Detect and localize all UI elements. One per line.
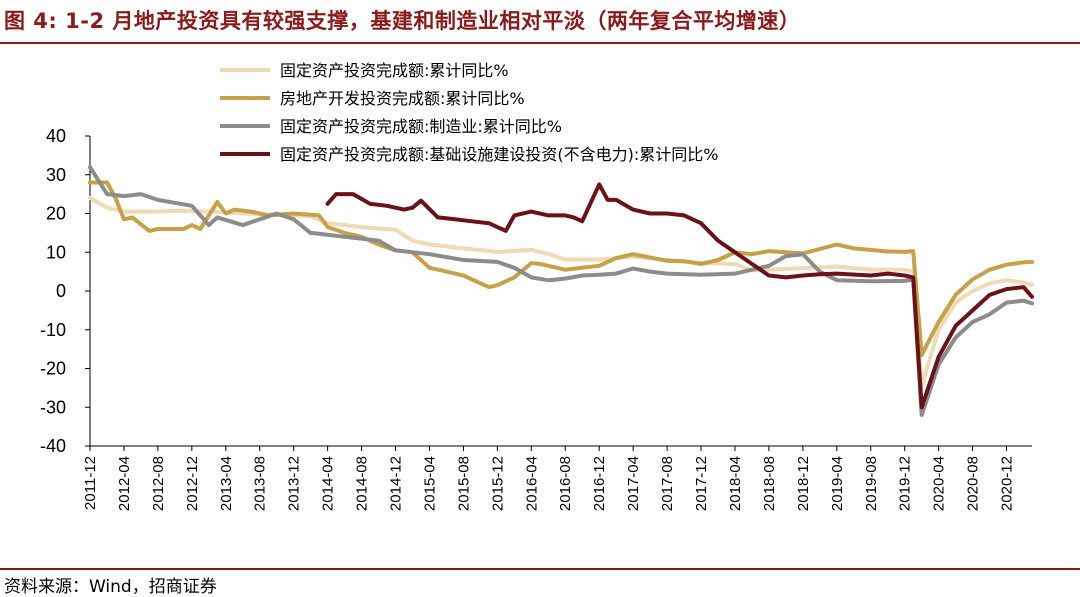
x-tick-label: 2015-04 xyxy=(421,456,438,511)
series-line-3 xyxy=(88,165,1034,417)
x-tick-label: 2018-04 xyxy=(727,456,744,511)
x-tick-label: 2017-08 xyxy=(659,456,676,511)
figure-title: 图 4: 1-2 月地产投资具有较强支撑，基建和制造业相对平淡（两年复合平均增速… xyxy=(4,9,801,33)
x-tick-label: 2020-04 xyxy=(931,456,948,511)
legend-label-3: 固定资产投资完成额:制造业:累计同比% xyxy=(280,117,562,136)
y-tick-label: 30 xyxy=(46,165,66,185)
x-tick-label: 2020-08 xyxy=(965,456,982,511)
x-tick-label: 2016-08 xyxy=(557,456,574,511)
x-tick-label: 2013-04 xyxy=(218,456,235,511)
x-tick-label: 2019-12 xyxy=(897,456,914,511)
series-line-2 xyxy=(88,180,1034,357)
x-tick-label: 2013-12 xyxy=(286,456,303,511)
x-tick-label: 2012-12 xyxy=(184,456,201,511)
line-chart: -40 -30 -20 -10 0 10 20 30 40 2011-12 2012-04 2012-… xyxy=(40,61,1034,511)
x-tick-label: 2016-04 xyxy=(523,456,540,511)
legend-label-4: 固定资产投资完成额:基础设施建设投资(不含电力):累计同比% xyxy=(280,145,718,164)
series-layer xyxy=(88,165,1034,417)
series-line-1 xyxy=(88,196,1034,388)
x-tick-label: 2016-12 xyxy=(591,456,608,511)
x-tick-label: 2018-08 xyxy=(761,456,778,511)
x-tick-label: 2015-08 xyxy=(455,456,472,511)
chart-legend: 固定资产投资完成额:累计同比% 房地产开发投资完成额:累计同比% 固定资产投资完成额… xyxy=(220,61,718,164)
x-tick-label: 2014-12 xyxy=(388,456,405,511)
x-tick-label: 2017-04 xyxy=(625,456,642,511)
x-tick-label: 2018-12 xyxy=(795,456,812,511)
x-tick-label: 2014-04 xyxy=(320,456,337,511)
bottom-divider xyxy=(0,568,1080,570)
x-tick-label: 2017-12 xyxy=(693,456,710,511)
x-tick-label: 2011-12 xyxy=(82,456,99,510)
y-tick-label: -20 xyxy=(40,359,66,379)
x-tick-label: 2020-12 xyxy=(999,456,1016,511)
x-tick-label: 2014-08 xyxy=(354,456,371,511)
top-divider xyxy=(0,42,1080,44)
y-tick-label: 10 xyxy=(46,242,66,262)
x-tick-label: 2019-04 xyxy=(829,456,846,511)
x-tick-label: 2013-08 xyxy=(252,456,269,511)
chart-axes: -40 -30 -20 -10 0 10 20 30 40 2011-12 2012-04 2012-… xyxy=(40,126,1032,511)
x-tick-label: 2012-04 xyxy=(116,456,133,511)
x-tick-label: 2015-12 xyxy=(489,456,506,511)
legend-label-1: 固定资产投资完成额:累计同比% xyxy=(280,61,509,80)
y-tick-label: 0 xyxy=(56,281,66,301)
y-tick-label: -40 xyxy=(40,436,66,456)
x-tick-label: 2012-08 xyxy=(150,456,167,511)
y-tick-label: 40 xyxy=(46,126,66,146)
legend-label-2: 房地产开发投资完成额:累计同比% xyxy=(280,89,525,108)
y-tick-label: -30 xyxy=(40,397,66,417)
source-note: 资料来源：Wind，招商证券 xyxy=(4,577,217,597)
y-tick-label: 20 xyxy=(46,204,66,224)
series-line-4 xyxy=(325,182,1034,410)
x-tick-label: 2019-08 xyxy=(863,456,880,511)
y-tick-label: -10 xyxy=(40,320,66,340)
